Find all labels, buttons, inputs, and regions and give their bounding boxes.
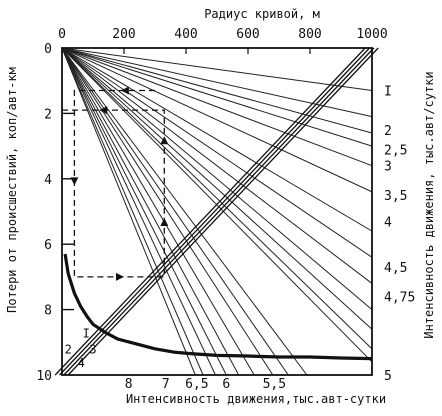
- loss-curve: [63, 253, 373, 361]
- diagonal-label-1: 2: [65, 343, 72, 357]
- top-tick-label-600: 600: [236, 27, 259, 42]
- left-tick-label-2: 2: [44, 107, 52, 122]
- path-arrow-4: [160, 136, 169, 145]
- diagonal-label-3: 4: [78, 356, 85, 370]
- bottom-tick-label-1: 7: [162, 377, 170, 392]
- diagonal-label-0: I: [83, 326, 90, 340]
- fan-line-right-6: [61, 47, 373, 232]
- path-arrow-5: [99, 106, 108, 115]
- right-tick-label-3: 3: [384, 160, 392, 175]
- fan-line-bottom-6: [61, 47, 274, 376]
- bottom-tick-label-4: 5,5: [263, 377, 286, 392]
- fan-line-right-4: [61, 47, 373, 167]
- bottom-tick-label-3: 6: [222, 377, 230, 392]
- left-tick-label-0: 0: [44, 42, 52, 57]
- left-tick-label-8: 8: [44, 304, 52, 319]
- top-tick-label-400: 400: [174, 27, 197, 42]
- right-tick-label-5: 4: [384, 215, 392, 230]
- fan-line-right-5: [61, 47, 373, 193]
- tick-labels: 0 200 400 600 800 10000246810I22,533,544,54,7…: [36, 27, 415, 392]
- right-tick-label-1: 2: [384, 124, 392, 139]
- fan-line-right-9: [61, 47, 373, 310]
- right-axis-title: Интенсивность движения, тыс.авт/сутки: [422, 71, 436, 338]
- top-axis-title: Радиус кривой, м: [204, 7, 320, 21]
- right-tick-label-2: 2,5: [384, 143, 407, 158]
- right-tick-label-6: 4,5: [384, 261, 407, 276]
- fan-line-right-10: [61, 47, 373, 330]
- fan-line-bottom-3: [61, 47, 227, 376]
- diagonal-line-2: [63, 47, 375, 376]
- left-tick-label-4: 4: [44, 173, 52, 188]
- fan-line-bottom-8: [61, 47, 308, 376]
- example-path: [62, 86, 169, 281]
- right-tick-label-7: 4,75: [384, 291, 415, 306]
- fan-line-right-7: [61, 47, 373, 258]
- right-tick-label-0: I: [384, 85, 392, 100]
- diagonal-line-0: [54, 47, 366, 376]
- bottom-tick-label-0: 8: [125, 377, 133, 392]
- fan-line-right-8: [61, 47, 373, 284]
- fan-lines: [61, 47, 373, 376]
- fan-line-right-0: [61, 47, 373, 92]
- loss-curve-line: [63, 253, 373, 361]
- path-arrow-3: [160, 218, 169, 227]
- top-tick-label-0: 0: [58, 27, 66, 42]
- bottom-axis-title: Интенсивность движения,тыс.авт-сутки: [126, 392, 386, 406]
- top-tick-label-200: 200: [112, 27, 135, 42]
- fan-line-bottom-7: [61, 47, 289, 376]
- diagonal-line-1: [59, 47, 370, 376]
- fan-line-right-11: [61, 47, 373, 350]
- diagonal-lines: [54, 47, 379, 376]
- fan-line-bottom-0: [61, 47, 196, 376]
- fan-line-bottom-2: [61, 47, 216, 376]
- left-tick-label-6: 6: [44, 238, 52, 253]
- right-tick-label-4: 3,5: [384, 189, 407, 204]
- path-arrow-0: [120, 86, 129, 95]
- fan-line-right-2: [61, 47, 373, 134]
- plot-frame: [61, 47, 373, 376]
- fan-line-right-3: [61, 47, 373, 147]
- diagonal-line-3: [67, 47, 379, 376]
- fan-line-bottom-4: [61, 47, 240, 376]
- fan-line-bottom-5: [61, 47, 255, 376]
- top-tick-label-800: 800: [298, 27, 321, 42]
- fan-line-bottom-1: [61, 47, 204, 376]
- path-arrow-2: [116, 272, 124, 281]
- diagonal-label-2: 3: [89, 343, 96, 357]
- left-tick-label-10: 10: [36, 369, 52, 384]
- top-tick-label-1000: 1000: [356, 27, 387, 42]
- plot-border: [61, 47, 373, 376]
- right-tick-label-8: 5: [384, 369, 392, 384]
- bottom-tick-label-2: 6,5: [185, 377, 208, 392]
- left-axis-title: Потери от происшествий, коп/авт-км: [5, 67, 19, 313]
